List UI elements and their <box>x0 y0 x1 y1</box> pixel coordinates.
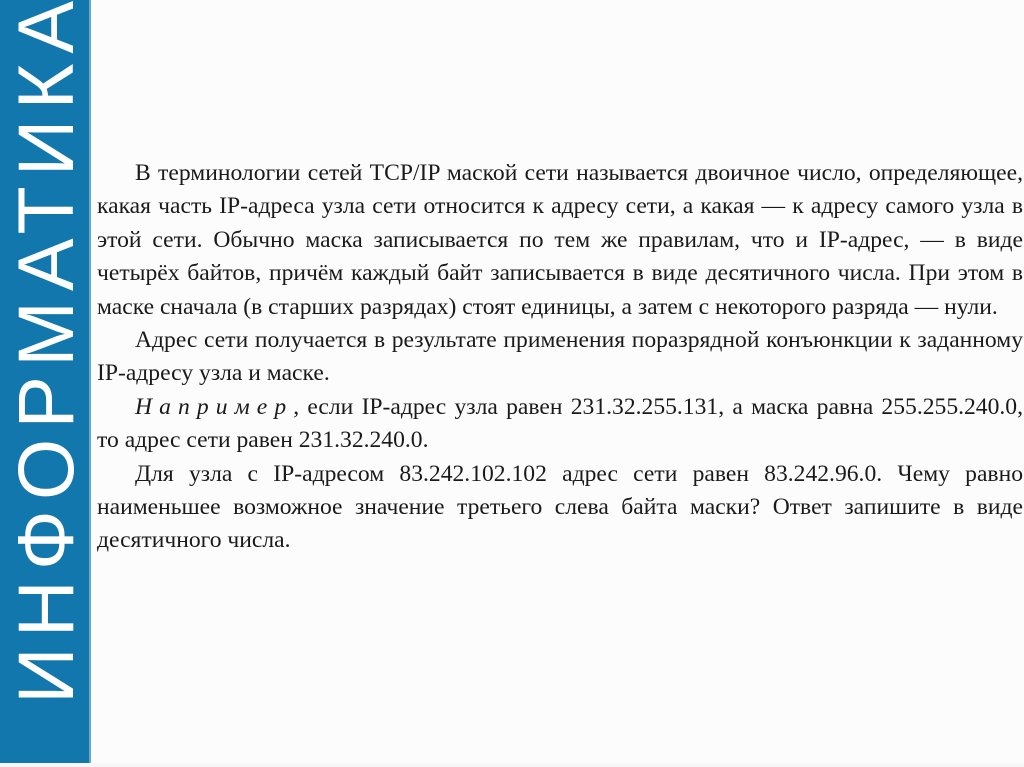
sidebar-banner <box>0 0 91 763</box>
paragraph-example: Например, если IP-адрес узла равен 231.3… <box>97 391 1023 458</box>
banner-title: ИНФОРМАТИКА <box>1 0 90 704</box>
paragraph-rule: Адрес сети получается в результате приме… <box>97 327 1023 387</box>
paragraph-example-rest: , если IP-адрес узла равен 231.32.255.13… <box>97 393 1023 454</box>
problem-text: В терминологии сетей TCP/IP маской сети … <box>97 157 1023 558</box>
paragraph-question: Для узла с IP-адресом 83.242.102.102 адр… <box>97 460 1023 554</box>
paragraph-example-lead: Например <box>135 393 294 420</box>
bottom-strip <box>0 763 1024 767</box>
paragraph-definition: В терминологии сетей TCP/IP маской сети … <box>97 160 1023 320</box>
